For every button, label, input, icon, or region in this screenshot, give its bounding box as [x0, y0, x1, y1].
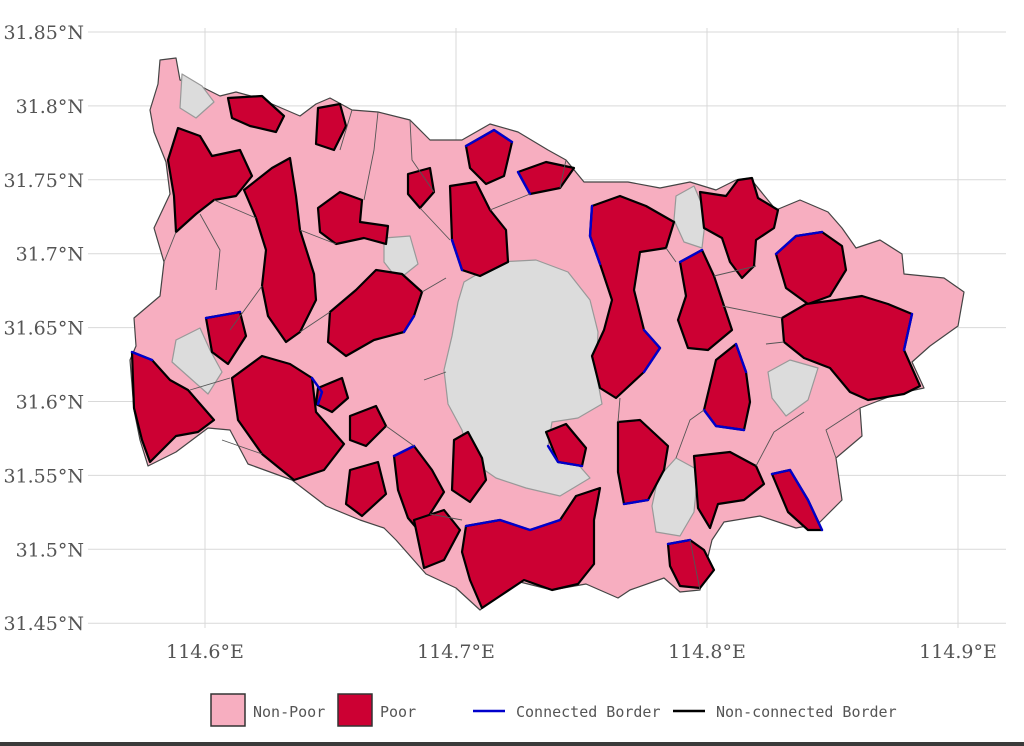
district-lines-center [339, 109, 567, 521]
connected-border-1 [130, 350, 154, 362]
region-poor-north-1 [226, 94, 286, 134]
region-poor-small-2 [348, 404, 388, 448]
connected-border-9 [702, 408, 746, 432]
y-tick-label: 31.85°N [3, 22, 84, 44]
y-tick-label: 31.65°N [3, 318, 84, 340]
region-poor-small-1 [314, 376, 350, 414]
legend-swatch-non-poor [210, 693, 246, 727]
y-tick-label: 31.45°N [3, 613, 84, 635]
region-poor-east-mid [616, 418, 670, 506]
region-poor-south-tip [666, 538, 716, 590]
legend-swatch-poor [337, 693, 373, 727]
connected-border-10 [734, 342, 748, 374]
connected-border-7 [588, 204, 602, 266]
connected-border-20 [622, 498, 650, 506]
connected-border-8 [642, 328, 662, 374]
y-tick-label: 31.55°N [3, 465, 84, 487]
connected-border-4 [402, 314, 416, 334]
connected-border-12 [774, 230, 824, 256]
region-poor-east-2 [676, 248, 734, 352]
region-urban-ne [673, 185, 707, 249]
legend: Non-Poor Poor Connected Border Non-conne… [210, 693, 897, 727]
connected-border-13 [902, 312, 914, 352]
region-poor-south-1 [412, 508, 462, 570]
legend-label-non-connected-border: Non-connected Border [716, 703, 897, 721]
region-poor-west-band [242, 156, 318, 344]
legend-label-connected-border: Connected Border [516, 703, 661, 721]
district-lines-east [617, 247, 861, 591]
region-poor-small-4 [406, 166, 436, 210]
x-tick-label: 114.6°E [166, 641, 244, 663]
y-tick-label: 31.8°N [16, 96, 84, 118]
y-tick-label: 31.6°N [16, 392, 84, 414]
x-axis-ticks: 114.6°E114.7°E114.8°E114.9°E115°E115.1°E… [166, 641, 997, 663]
region-poor-sw-large [230, 354, 346, 482]
x-tick-label: 114.8°E [668, 641, 746, 663]
region-poor-mid-1 [316, 190, 390, 246]
connected-border-18 [666, 538, 692, 546]
connected-border-16 [392, 444, 416, 458]
connected-border-5 [464, 128, 514, 148]
region-urban-west [171, 327, 223, 395]
y-tick-label: 31.7°N [16, 244, 84, 266]
region-poor-south-small [450, 430, 488, 504]
region-poor-east-large [780, 294, 922, 402]
y-tick-label: 31.5°N [16, 539, 84, 561]
connected-border-2 [204, 310, 242, 320]
region-poor-small-3 [344, 460, 388, 518]
district-lines-west [163, 199, 337, 455]
region-urban-north [179, 73, 215, 119]
region-urban-east [767, 359, 819, 417]
connected-border-15 [464, 518, 562, 532]
connected-border-17 [450, 238, 464, 272]
region-poor-nw [166, 126, 254, 234]
region-poor-ne-1 [698, 176, 780, 280]
connected-border-6 [516, 170, 532, 196]
legend-label-poor: Poor [380, 703, 416, 721]
region-poor-north-2 [314, 102, 348, 152]
region-urban-southeast [651, 457, 699, 537]
region-poor-se-1 [692, 450, 766, 530]
region-layer [129, 57, 965, 611]
connected-border-11 [678, 248, 704, 264]
connected-border-19 [546, 444, 584, 468]
y-axis-ticks: 31.85°N 31.8°N 31.75°N 31.7°N 31.65°N 31.6°N 3… [3, 22, 84, 635]
x-tick-label: 114.9°E [919, 641, 997, 663]
legend-label-non-poor: Non-Poor [253, 703, 325, 721]
region-poor-far-west [130, 350, 216, 464]
connected-border-3 [310, 376, 324, 406]
y-tick-label: 31.75°N [3, 170, 84, 192]
bottom-rule [0, 742, 1024, 746]
region-urban-mid [383, 235, 419, 281]
x-tick-label: 114.7°E [417, 641, 495, 663]
connected-border-14 [770, 468, 824, 532]
